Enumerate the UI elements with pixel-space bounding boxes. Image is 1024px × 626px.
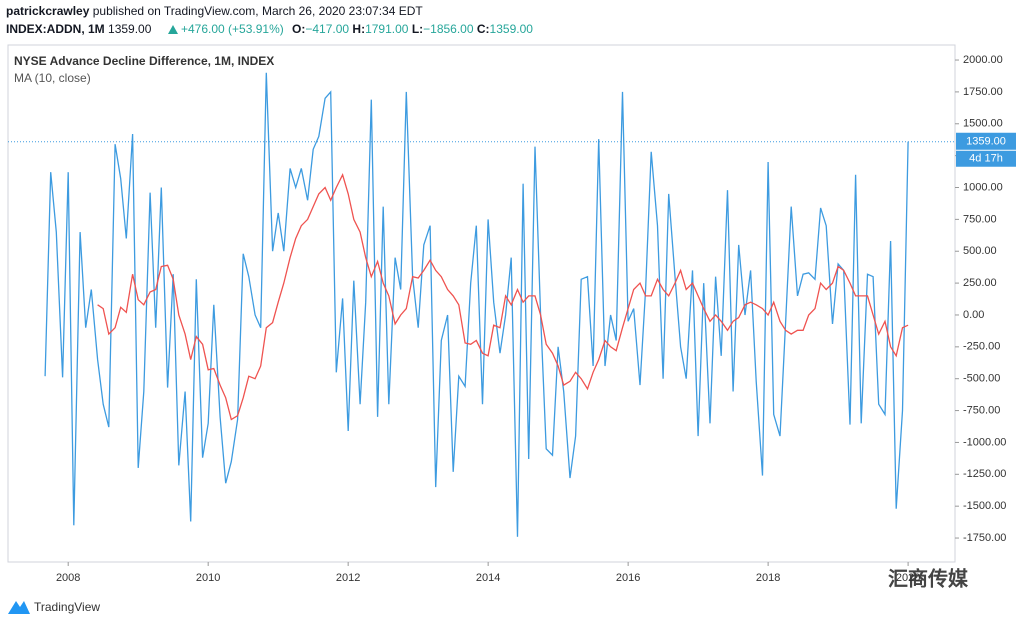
y-tick-label: -1500.00 [963, 500, 1006, 512]
last-price-label: 1359.00 [966, 136, 1006, 148]
y-tick-label: -1750.00 [963, 532, 1006, 544]
y-tick-label: 750.00 [963, 213, 997, 225]
ohlc: O:−417.00 H:1791.00 L:−1856.00 C:1359.00 [292, 22, 533, 36]
last-price-box [956, 132, 1016, 150]
y-tick-label: 250.00 [963, 277, 997, 289]
y-tick-label: -1250.00 [963, 468, 1006, 480]
ohlc-value: −1856.00 [423, 22, 474, 36]
ohlc-value: 1359.00 [490, 22, 534, 36]
y-tick-label: -1000.00 [963, 436, 1006, 448]
ohlc-value: 1791.00 [365, 22, 409, 36]
symbol-line: INDEX:ADDN, 1M 1359.00 [6, 22, 152, 36]
x-tick-label: 2020 [896, 572, 920, 584]
header-line: patrickcrawley published on TradingView.… [6, 4, 423, 18]
symbol: INDEX:ADDN, 1M [6, 22, 105, 36]
y-tick-label: -250.00 [963, 341, 1000, 353]
x-tick-label: 2012 [336, 572, 360, 584]
y-tick-label: -500.00 [963, 373, 1000, 385]
y-tick-label: 1000.00 [963, 181, 1003, 193]
logo [8, 601, 30, 614]
y-tick-label: 0.00 [963, 309, 984, 321]
change: +476.00 (+53.91%) [181, 22, 284, 36]
brand: TradingView [34, 600, 100, 614]
y-tick-label: 1750.00 [963, 86, 1003, 98]
author: patrickcrawley [6, 4, 90, 18]
countdown: 4d 17h [969, 153, 1003, 165]
series-line [44, 72, 909, 537]
ohlc-value: −417.00 [305, 22, 349, 36]
countdown-box [956, 150, 1016, 167]
y-tick-label: 1500.00 [963, 118, 1003, 130]
x-tick-label: 2018 [756, 572, 780, 584]
ohlc-label: H: [352, 22, 365, 36]
published: published on TradingView.com, March 26, … [93, 4, 424, 18]
last: 1359.00 [108, 22, 152, 36]
legend-ma: MA (10, close) [14, 71, 91, 85]
y-tick-label: 500.00 [963, 245, 997, 257]
ohlc-label: O: [292, 22, 305, 36]
legend-main: NYSE Advance Decline Difference, 1M, IND… [14, 54, 274, 68]
up-arrow [168, 25, 178, 34]
y-tick-label: 2000.00 [963, 54, 1003, 66]
series-line [97, 173, 909, 421]
x-tick-label: 2010 [196, 572, 220, 584]
x-tick-label: 2016 [616, 572, 640, 584]
x-tick-label: 2008 [56, 572, 80, 584]
x-tick-label: 2014 [476, 572, 500, 584]
plot-frame [7, 44, 956, 563]
ohlc-label: L: [412, 22, 423, 36]
footer: TradingView [8, 600, 100, 614]
ohlc-label: C: [477, 22, 490, 36]
watermark: 汇商传媒 [888, 566, 969, 590]
y-tick-label: -750.00 [963, 404, 1000, 416]
